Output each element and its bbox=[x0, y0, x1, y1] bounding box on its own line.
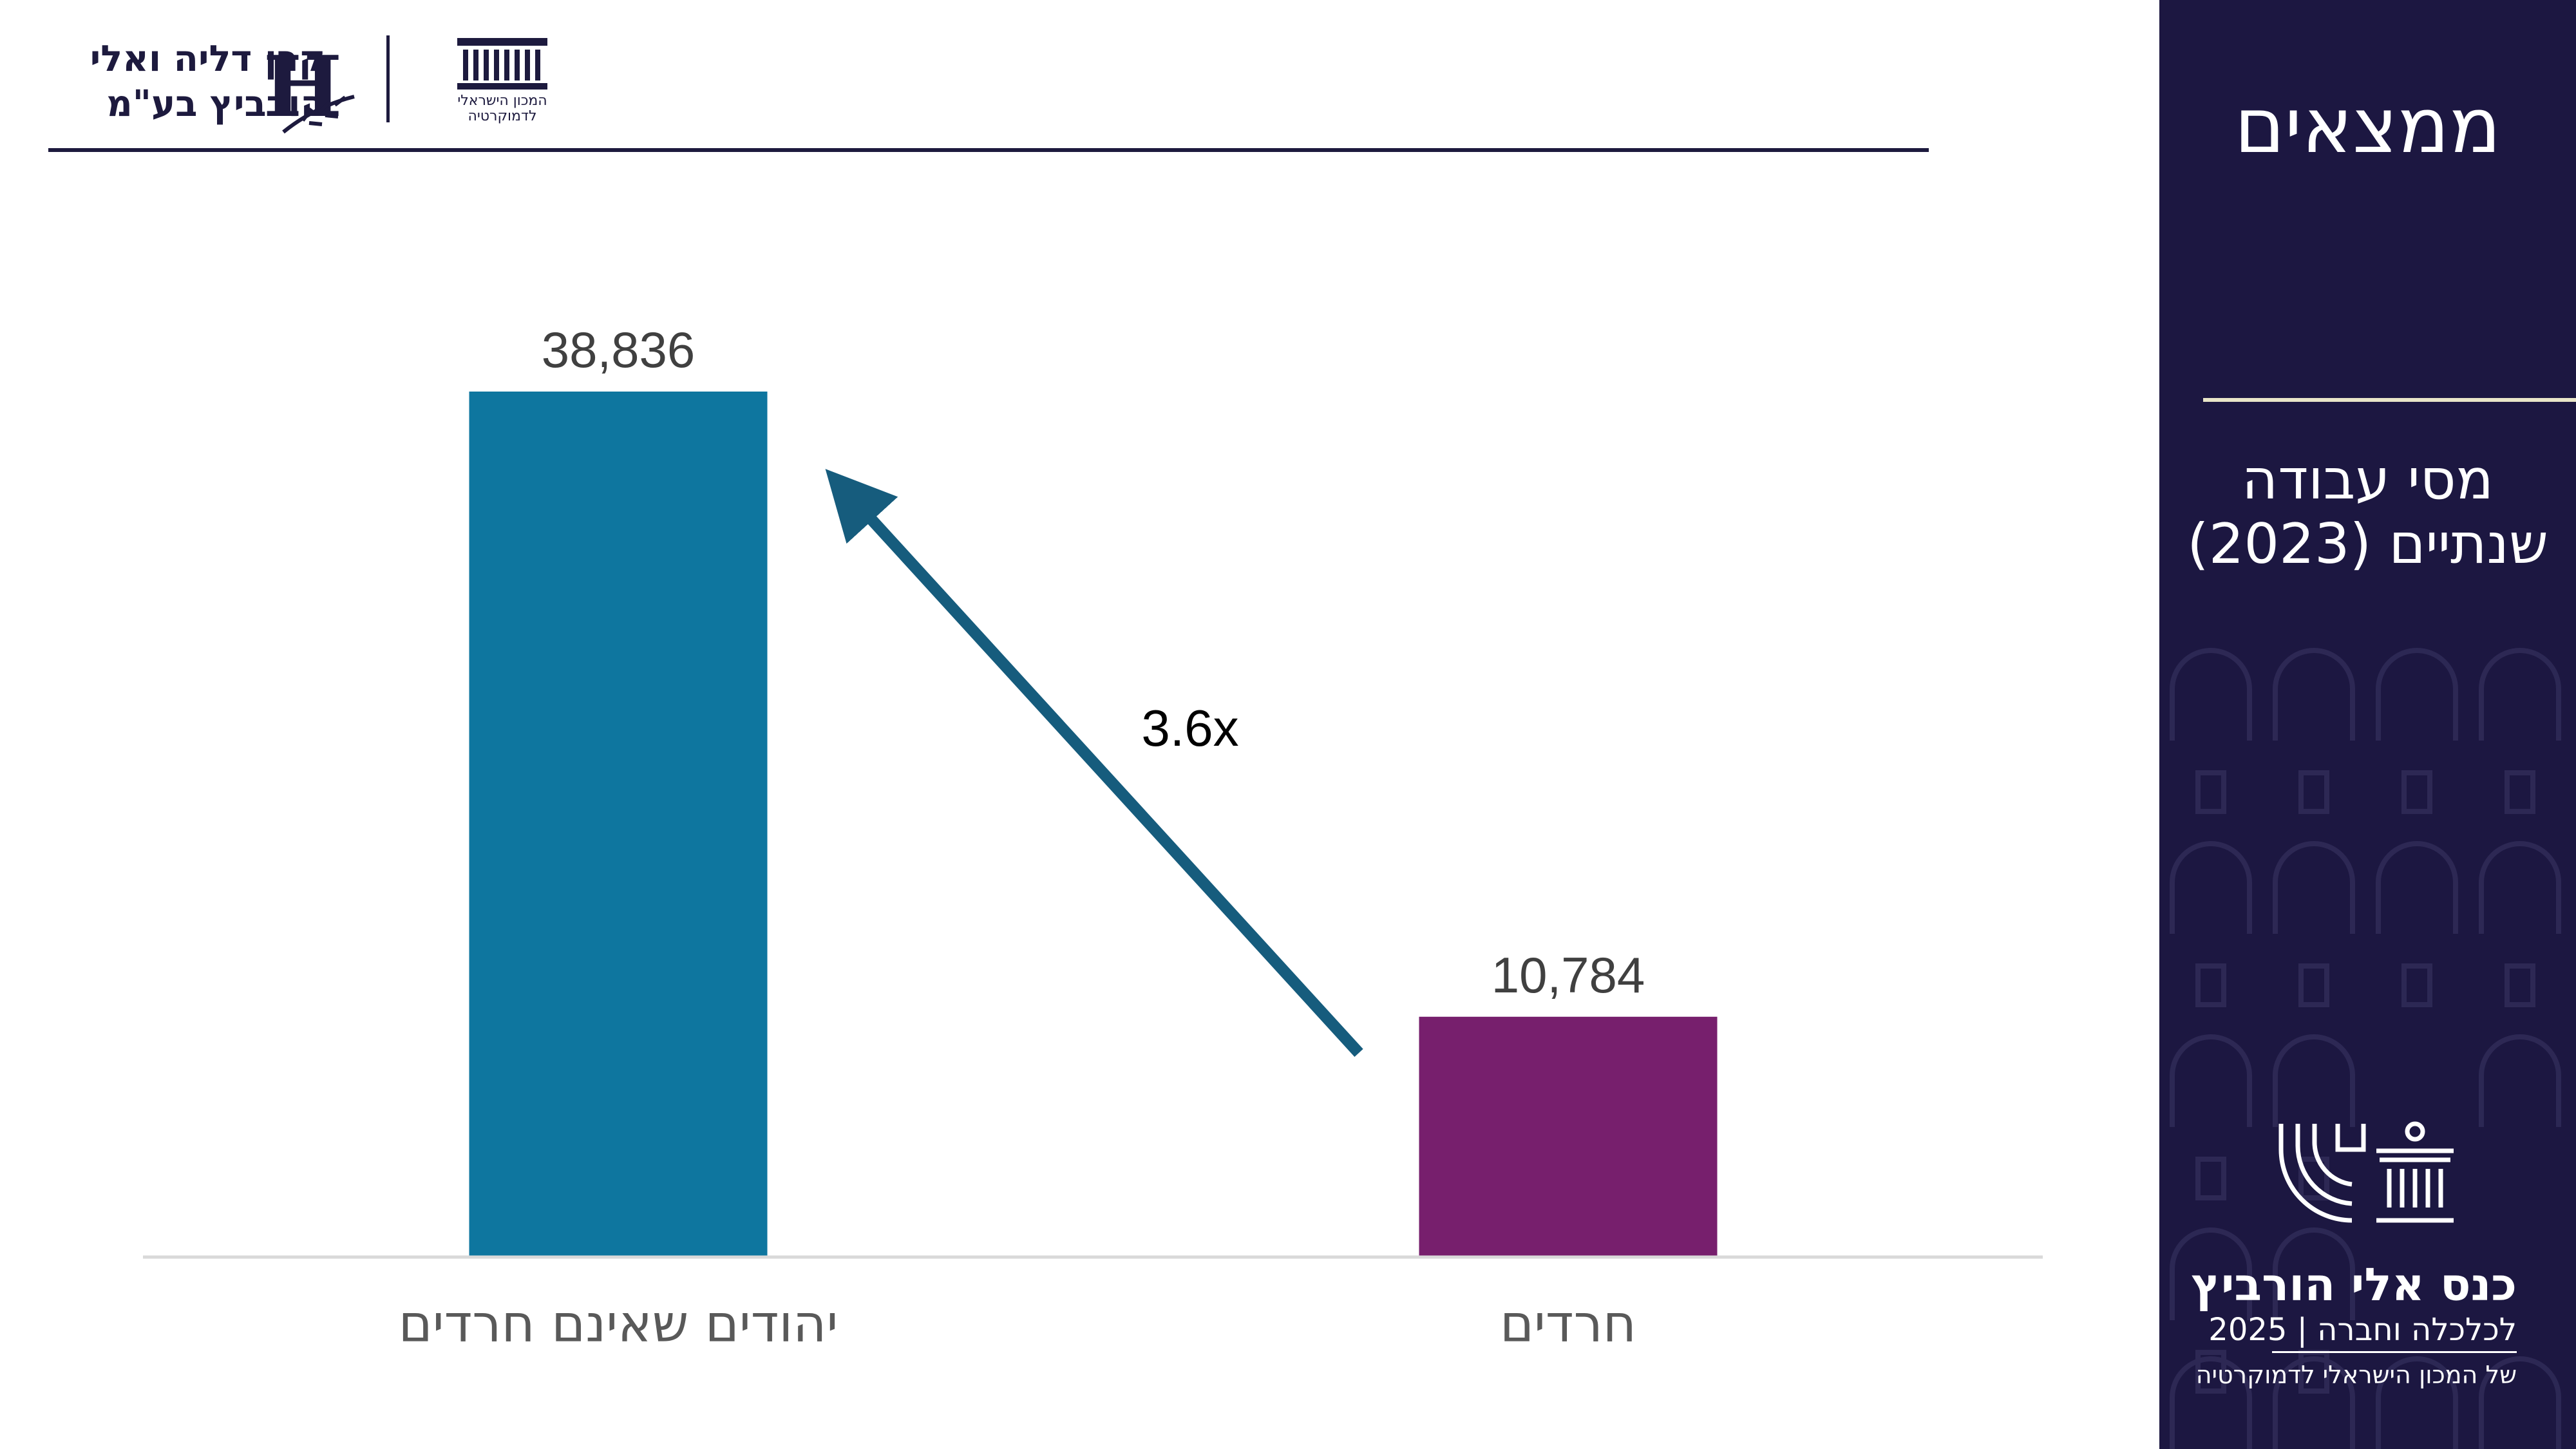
bar-value-label: 10,784 bbox=[1492, 947, 1645, 1003]
header-logos: קרן דליה ואלי הורביץ בע"מ H המכון הישראל… bbox=[26, 23, 592, 136]
conference-host: של המכון הישראלי לדמוקרטיה bbox=[2195, 1361, 2517, 1389]
israel-democracy-institute-logo-icon: המכון הישראלי לדמוקרטיה bbox=[457, 38, 547, 124]
institute-name-line2: לדמוקרטיה bbox=[468, 108, 536, 124]
header-divider bbox=[48, 148, 1929, 152]
sidebar-divider bbox=[2203, 398, 2576, 402]
institute-name-line1: המכון הישראלי bbox=[457, 93, 547, 109]
slide-main: קרן דליה ואלי הורביץ בע"מ H המכון הישראל… bbox=[26, 23, 2043, 1354]
foundation-name-line1: קרן דליה ואלי bbox=[90, 38, 325, 80]
logo-separator bbox=[386, 35, 390, 122]
bar-2 bbox=[1419, 1016, 1718, 1257]
foundation-name: קרן דליה ואלי הורביץ בע"מ bbox=[90, 37, 325, 127]
ratio-annotation: 3.6x bbox=[1141, 699, 1238, 757]
conference-subtitle: לכלכלה וחברה | 2025 bbox=[2208, 1312, 2517, 1348]
ratio-arrow bbox=[825, 469, 1363, 1057]
conference-logo-icon bbox=[2278, 1121, 2454, 1223]
subtitle-line2: שנתיים (2023) bbox=[2187, 512, 2548, 576]
conference-divider bbox=[2272, 1351, 2517, 1353]
category-label: יהודים שאינם חרדים bbox=[399, 1294, 838, 1354]
bar-value-label: 38,836 bbox=[542, 321, 696, 378]
horowitz-h-logo-icon: H bbox=[263, 37, 355, 136]
foundation-name-line2: הורביץ בע"מ bbox=[106, 83, 325, 125]
bar-1 bbox=[469, 392, 768, 1257]
conference-name: כנס אלי הורביץ bbox=[2191, 1258, 2517, 1311]
bar-chart: 38,836 יהודים שאינם חרדים 10,784 חרדים 3.6x bbox=[143, 321, 2043, 1354]
sidebar-panel: ממצאים מסי עבודה שנתיים (2023) bbox=[2159, 0, 2576, 1449]
decorative-pattern bbox=[2170, 648, 2561, 1449]
section-title: ממצאים bbox=[2234, 81, 2501, 170]
category-label: חרדים bbox=[1500, 1294, 1636, 1354]
subtitle-line1: מסי עבודה bbox=[2242, 448, 2494, 512]
section-subtitle: מסי עבודה שנתיים (2023) bbox=[2159, 448, 2576, 576]
